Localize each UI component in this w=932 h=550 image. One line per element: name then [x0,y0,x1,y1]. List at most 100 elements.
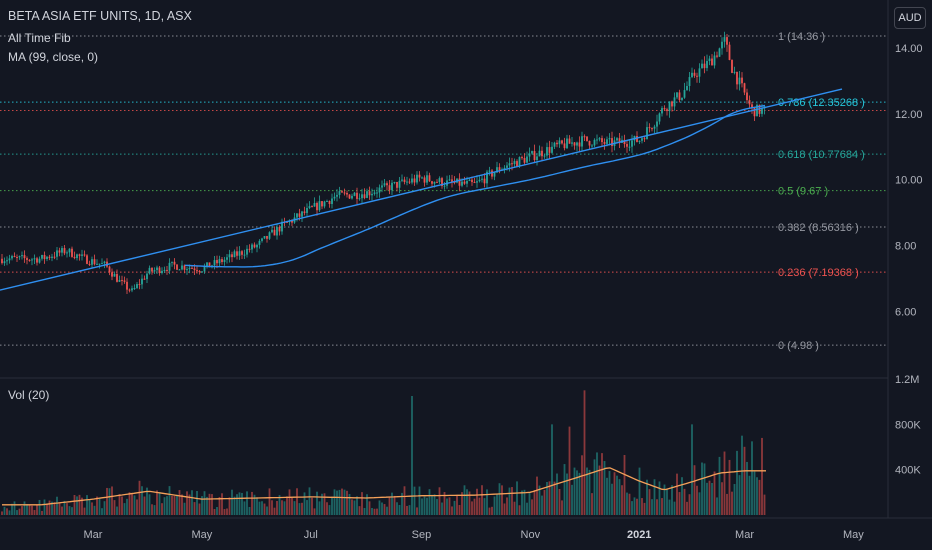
candle [276,227,278,236]
volume-bar [751,441,753,515]
candle [428,175,431,182]
volume-bar [251,491,253,515]
volume-bar [138,480,141,515]
volume-bar [291,497,293,515]
fib-label-0-786: 0.786 (12.35268 ) [778,97,865,109]
volume-bar [171,495,173,515]
volume-bar [658,481,661,515]
candle [711,58,713,66]
volume-bar [121,496,123,515]
candle [28,259,31,261]
volume-bar [306,500,308,515]
volume-bar [288,489,291,515]
volume-bar [168,486,171,515]
volume-bar [391,492,393,515]
candle [171,261,173,263]
volume-bar [421,498,423,515]
volume-bar [248,506,251,515]
candle [231,254,233,258]
candle [346,192,348,195]
candle [398,180,401,188]
volume-bar [108,488,111,515]
volume-bar [23,501,26,515]
volume-bar [496,494,498,515]
candle [483,178,486,184]
volume-bar [181,494,183,515]
volume-bar [36,504,38,515]
volume-bar [41,510,43,515]
volume-bar [408,505,411,515]
volume-bar [61,506,63,515]
candle [756,104,758,117]
volume-bar [93,505,96,515]
candle [366,191,368,198]
candle [121,279,123,281]
volume-bar [441,502,443,515]
candle [208,262,211,268]
volume-bar [26,504,28,515]
volume-bar [523,489,526,515]
candle [328,200,331,205]
volume-bar [73,495,76,515]
volume-bar [333,489,336,515]
volume-bar [696,485,698,515]
volume-bar [663,484,666,515]
volume-bar [33,510,36,515]
candle [748,100,751,105]
ma-indicator-label[interactable]: MA (99, close, 0) [8,50,99,64]
fib-indicator-label[interactable]: All Time Fib [8,31,71,45]
candle [643,138,646,140]
candle [16,256,18,258]
candle [218,259,221,264]
candle [451,179,453,183]
volume-bar [343,489,346,515]
volume-bar [18,508,21,515]
candle [348,194,351,199]
volume-bar [393,495,396,515]
volume-bar [161,503,163,515]
volume-bar [581,455,583,515]
volume-bar [586,467,588,515]
candle [433,181,436,184]
trendline[interactable] [0,88,843,291]
volume-bar [721,482,723,515]
volume-bar [611,483,613,515]
volume-bar [453,500,456,515]
candle [73,256,76,259]
moving-average-line[interactable] [184,104,766,268]
candle [26,258,28,260]
candle [536,156,538,161]
volume-ma-line[interactable] [2,467,766,506]
candle [13,256,16,258]
candle [478,179,481,182]
volume-bar [63,500,66,515]
volume-bar [281,500,283,515]
candle [88,263,91,265]
candle [176,264,178,270]
volume-bar [558,488,561,515]
candle [286,221,288,223]
candle [233,251,236,258]
candle [468,179,471,181]
candle [476,181,478,183]
candle [488,170,491,172]
candle [458,178,461,186]
candle [723,37,726,42]
volume-bar [51,501,53,515]
candle [593,139,596,146]
candle [241,251,243,255]
volume-bar [758,479,761,515]
volume-bar [598,465,601,515]
volume-bar [128,492,131,515]
volume-bar [381,502,383,515]
volume-bar [708,480,711,515]
candle [498,167,501,171]
candle [663,108,666,110]
candle [646,127,648,140]
candle [316,203,318,211]
volume-bar [53,502,56,515]
volume-indicator-label[interactable]: Vol (20) [8,388,50,402]
candle [521,157,523,159]
currency-badge[interactable]: AUD [894,7,926,29]
